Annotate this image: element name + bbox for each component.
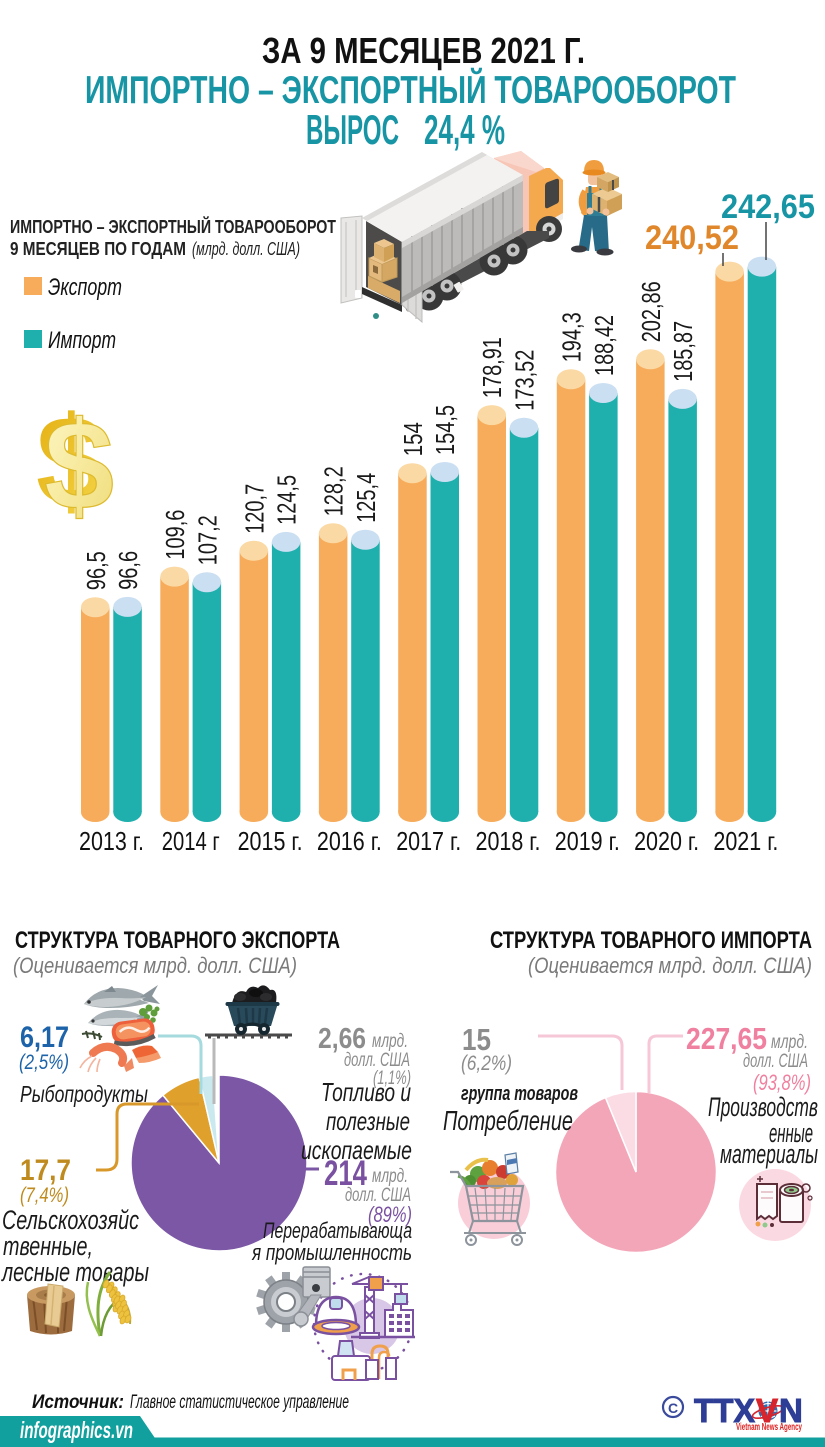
svg-text:202,86: 202,86: [636, 281, 666, 342]
svg-text:Импорт: Импорт: [48, 327, 116, 354]
svg-text:24,4 %: 24,4 %: [424, 106, 505, 153]
svg-text:ИМПОРТНО – ЭКСПОРТНЫЙ ТОВАРООБ: ИМПОРТНО – ЭКСПОРТНЫЙ ТОВАРООБОРОТ: [10, 216, 336, 237]
svg-text:107,2: 107,2: [192, 515, 222, 565]
svg-text:96,5: 96,5: [81, 551, 111, 590]
svg-text:2016 г.: 2016 г.: [317, 826, 382, 856]
svg-text:Источник:: Источник:: [32, 1392, 124, 1413]
svg-text:млрд.: млрд.: [771, 1032, 808, 1053]
svg-text:лесные товары: лесные товары: [1, 1257, 150, 1287]
svg-text:124,5: 124,5: [272, 475, 302, 525]
svg-text:2017 г.: 2017 г.: [396, 826, 461, 856]
svg-text:млрд.: млрд.: [372, 1031, 408, 1052]
svg-text:(93,8%): (93,8%): [753, 1070, 811, 1095]
svg-text:120,7: 120,7: [239, 484, 269, 534]
svg-text:(7,4%): (7,4%): [20, 1184, 69, 1207]
svg-text:(6,2%): (6,2%): [461, 1052, 512, 1075]
svg-text:178,91: 178,91: [477, 337, 507, 398]
svg-text:Vietnam News Agency: Vietnam News Agency: [736, 1421, 802, 1433]
svg-text:материалы: материалы: [720, 1139, 818, 1169]
svg-text:17,7: 17,7: [20, 1154, 71, 1187]
svg-text:группа товаров: группа товаров: [461, 1083, 578, 1105]
svg-text:9 МЕСЯЦЕВ ПО ГОДАМ: 9 МЕСЯЦЕВ ПО ГОДАМ: [10, 239, 186, 259]
svg-text:infographics.vn: infographics.vn: [20, 1417, 133, 1443]
svg-text:240,52: 240,52: [645, 219, 739, 257]
svg-text:Экспорт: Экспорт: [48, 274, 122, 301]
svg-text:6,17: 6,17: [20, 1021, 69, 1054]
svg-text:ВЫРОС: ВЫРОС: [306, 106, 399, 153]
svg-text:ЗА 9 МЕСЯЦЕВ 2021 Г.: ЗА 9 МЕСЯЦЕВ 2021 Г.: [262, 30, 585, 71]
svg-text:Перерабатывающа: Перерабатывающа: [263, 1218, 412, 1243]
svg-text:твенные,: твенные,: [3, 1231, 93, 1261]
svg-text:полезные: полезные: [326, 1106, 410, 1136]
svg-text:214: 214: [324, 1154, 367, 1193]
svg-text:СТРУКТУРА ТОВАРНОГО ЭКСПОРТА: СТРУКТУРА ТОВАРНОГО ЭКСПОРТА: [15, 927, 340, 954]
svg-text:Производств: Производств: [708, 1092, 818, 1122]
svg-text:188,42: 188,42: [589, 315, 619, 376]
svg-text:173,52: 173,52: [510, 350, 540, 411]
svg-text:194,3: 194,3: [557, 312, 587, 362]
svg-text:V: V: [756, 1392, 778, 1429]
svg-text:енные: енные: [769, 1118, 813, 1148]
svg-text:C: C: [668, 1400, 678, 1416]
svg-text:(млрд. долл. США): (млрд. долл. США): [192, 239, 300, 259]
svg-text:2014 г: 2014 г: [162, 826, 220, 856]
svg-text:$: $: [44, 395, 114, 536]
svg-text:128,2: 128,2: [319, 466, 349, 516]
svg-text:(Оценивается млрд. долл. США): (Оценивается млрд. долл. США): [528, 953, 812, 978]
svg-text:N: N: [779, 1392, 803, 1429]
svg-text:Топливо и: Топливо и: [321, 1077, 411, 1107]
svg-text:долл. США: долл. США: [344, 1050, 410, 1071]
svg-text:154,5: 154,5: [430, 405, 460, 455]
svg-text:2013 г.: 2013 г.: [79, 826, 144, 856]
svg-text:TTX: TTX: [694, 1392, 755, 1429]
svg-text:Главное статистическое управле: Главное статистическое управление: [130, 1392, 349, 1413]
svg-text:(1,1%): (1,1%): [373, 1068, 411, 1089]
svg-text:2,66: 2,66: [318, 1023, 366, 1055]
svg-text:2021 г.: 2021 г.: [713, 826, 778, 856]
svg-text:185,87: 185,87: [668, 321, 698, 382]
svg-text:Рыбопродукты: Рыбопродукты: [20, 1081, 148, 1107]
svg-text:109,6: 109,6: [160, 510, 190, 560]
svg-text:я промышленность: я промышленность: [251, 1240, 412, 1265]
svg-text:96,6: 96,6: [113, 551, 143, 590]
svg-text:долл. США: долл. США: [345, 1185, 411, 1206]
svg-text:млрд.: млрд.: [372, 1166, 408, 1187]
svg-text:242,65: 242,65: [721, 188, 815, 226]
svg-text:(89%): (89%): [368, 1202, 412, 1227]
svg-text:227,65: 227,65: [686, 1021, 767, 1056]
svg-text:2020 г.: 2020 г.: [634, 826, 699, 856]
svg-text:$: $: [36, 390, 106, 531]
svg-text:154: 154: [398, 422, 428, 456]
svg-text:(Оценивается млрд. долл. США): (Оценивается млрд. долл. США): [13, 953, 297, 978]
svg-text:Сельскохозяйс: Сельскохозяйс: [2, 1205, 139, 1235]
svg-text:2018 г.: 2018 г.: [476, 826, 541, 856]
svg-text:долл. США: долл. США: [743, 1051, 808, 1072]
svg-text:ископаемые: ископаемые: [301, 1135, 412, 1165]
svg-text:(2,5%): (2,5%): [19, 1051, 69, 1074]
svg-text:ИМПОРТНО – ЭКСПОРТНЫЙ ТОВАРООБ: ИМПОРТНО – ЭКСПОРТНЫЙ ТОВАРООБОРОТ: [85, 67, 736, 112]
svg-text:125,4: 125,4: [351, 473, 381, 523]
svg-text:Потребление: Потребление: [443, 1105, 573, 1136]
svg-text:15: 15: [462, 1022, 491, 1057]
svg-text:2015 г.: 2015 г.: [238, 826, 303, 856]
svg-text:2019 г.: 2019 г.: [555, 826, 620, 856]
svg-text:СТРУКТУРА ТОВАРНОГО ИМПОРТА: СТРУКТУРА ТОВАРНОГО ИМПОРТА: [490, 927, 812, 954]
